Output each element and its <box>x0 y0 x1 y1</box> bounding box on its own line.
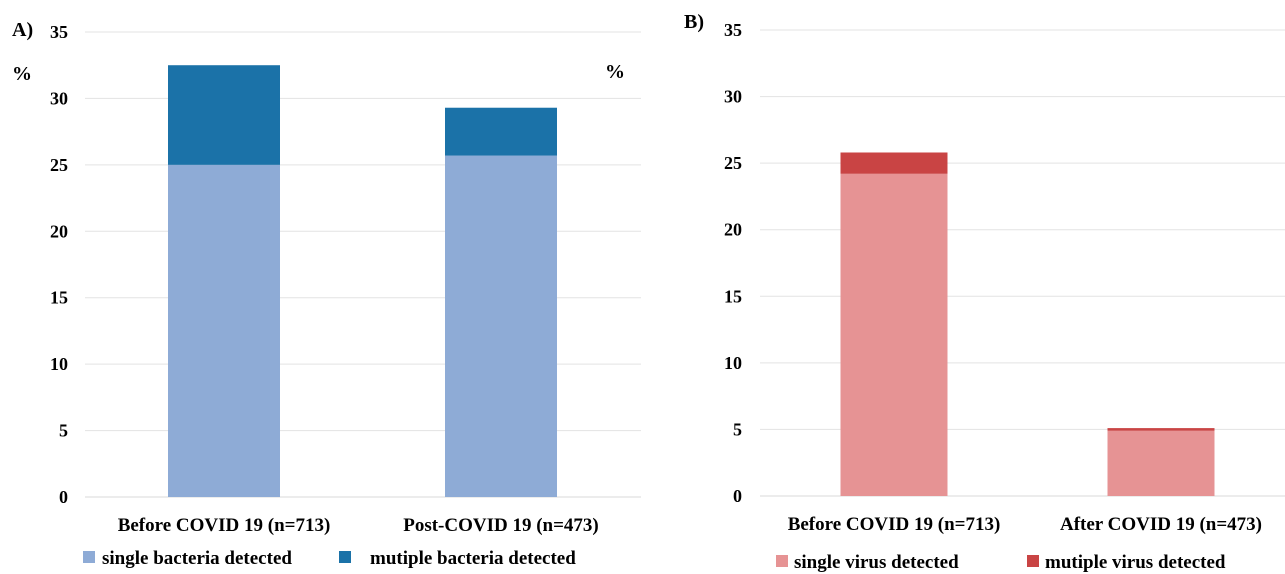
panel-a-category-label: Before COVID 19 (n=713) <box>118 515 331 536</box>
panel-a-y-tick-label: 20 <box>50 221 68 241</box>
panel-a-legend-label: single bacteria detected <box>102 548 292 569</box>
panel-b-legend-label: mutiple virus detected <box>1045 552 1226 573</box>
panel-b-label: B) <box>684 11 704 33</box>
panel-a-y-tick-label: 25 <box>50 155 68 175</box>
panel-b-category-label: After COVID 19 (n=473) <box>1060 514 1262 535</box>
panel-b-y-tick-label: 15 <box>724 286 742 306</box>
panel-a-y-tick-label: 0 <box>59 487 68 507</box>
panel-a-category-label: Post-COVID 19 (n=473) <box>403 515 599 536</box>
panel-a-y-tick-label: 15 <box>50 288 68 308</box>
panel-b-category-label: Before COVID 19 (n=713) <box>788 514 1001 535</box>
panel-b-y-tick-label: 35 <box>724 20 742 40</box>
panel-a-y-tick-label: 30 <box>50 88 68 108</box>
panel-b-y-tick-label: 0 <box>733 486 742 506</box>
panel-a-label: A) <box>12 19 33 41</box>
panel-a-legend-label: mutiple bacteria detected <box>370 548 576 569</box>
panel-a-bar-single-1 <box>445 155 557 498</box>
panel-b-legend-swatch <box>1027 555 1039 567</box>
panel-b-legend-swatch <box>776 555 788 567</box>
panel-a-unit-label-left: % <box>12 63 32 85</box>
panel-a-bar-multiple-1 <box>445 107 557 156</box>
panel-a-legend-swatch <box>83 551 95 563</box>
panel-b-bar-single-1 <box>1107 430 1215 496</box>
panel-a-y-tick-label: 10 <box>50 354 68 374</box>
panel-b-y-tick-label: 20 <box>724 220 742 240</box>
panel-a-y-tick-label: 5 <box>59 421 68 441</box>
panel-b-virus-chart: B) 0 5 10 15 20 25 30 35 Before COVID 19 (n=713)… <box>684 11 1285 573</box>
panel-a-unit-label-right: % <box>605 61 625 83</box>
panel-b-y-tick-label: 25 <box>724 153 742 173</box>
panel-a-bar-multiple-0 <box>168 65 280 165</box>
panel-a-bar-single-0 <box>168 164 280 497</box>
panel-b-y-tick-label: 10 <box>724 353 742 373</box>
panel-a-bacteria-chart: A) % % 0 5 10 15 20 25 30 35 Before COVID 19 (n=… <box>12 19 641 569</box>
panel-b-y-tick-label: 5 <box>733 419 742 439</box>
panel-a-y-tick-label: 35 <box>50 22 68 42</box>
panel-b-y-tick-label: 30 <box>724 87 742 107</box>
panel-b-bar-single-0 <box>840 173 948 496</box>
panel-b-legend-label: single virus detected <box>794 552 959 573</box>
panel-b-bar-multiple-1 <box>1107 428 1215 431</box>
panel-a-legend-swatch <box>339 551 351 563</box>
panel-b-bar-multiple-0 <box>840 152 948 174</box>
